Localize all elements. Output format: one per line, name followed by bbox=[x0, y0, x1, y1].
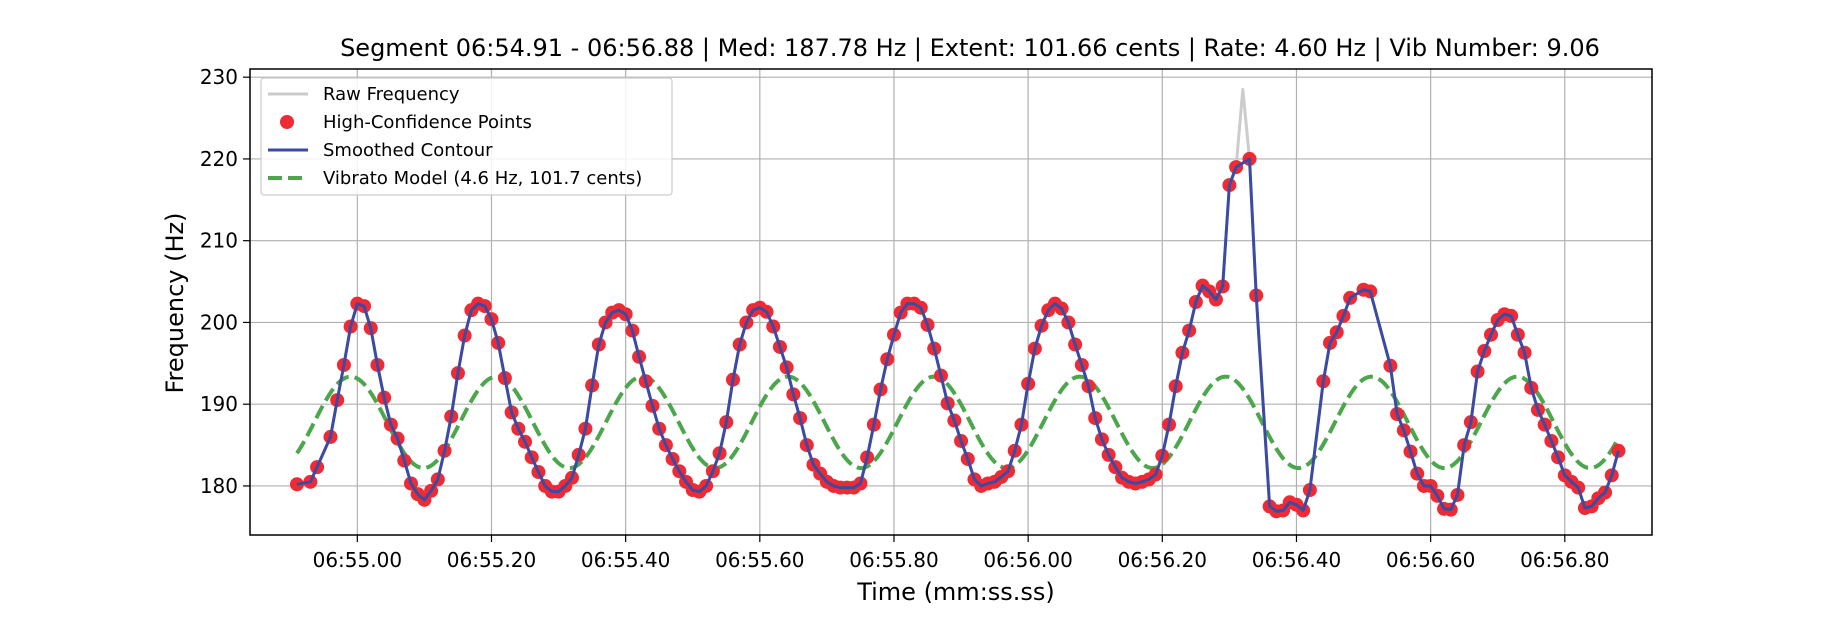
y-tick-label: 190 bbox=[200, 392, 238, 416]
x-axis-label: Time (mm:ss.ss) bbox=[856, 578, 1055, 606]
grid bbox=[250, 69, 1652, 535]
legend-label: Smoothed Contour bbox=[323, 140, 493, 161]
series-smoothed-contour bbox=[296, 157, 1620, 513]
x-tick-label: 06:56.60 bbox=[1386, 548, 1475, 572]
plot-frame bbox=[249, 68, 1653, 536]
x-tick-label: 06:55.80 bbox=[849, 548, 938, 572]
legend-vibrato-model: Vibrato Model (4.6 Hz, 101.7 cents) bbox=[268, 168, 642, 189]
chart-title: Segment 06:54.91 - 06:56.88 | Med: 187.7… bbox=[340, 34, 1600, 62]
y-tick-label: 220 bbox=[200, 147, 238, 171]
series-high-confidence-points bbox=[289, 151, 1626, 519]
legend-marker bbox=[280, 115, 294, 129]
legend-raw-frequency: Raw Frequency bbox=[268, 84, 460, 105]
legend-box bbox=[260, 77, 673, 196]
y-axis-label: Frequency (Hz) bbox=[161, 213, 189, 394]
x-tick-label: 06:55.20 bbox=[447, 548, 536, 572]
legend: Raw Frequency High-Confidence Points Smoot… bbox=[260, 77, 673, 196]
legend-label: High-Confidence Points bbox=[323, 112, 532, 133]
y-tick-label: 210 bbox=[200, 229, 238, 253]
series-vibrato-model bbox=[295, 374, 1619, 471]
y-tick-label: 180 bbox=[200, 474, 238, 498]
x-tick-label: 06:55.40 bbox=[581, 548, 670, 572]
y-tick-label: 230 bbox=[200, 65, 238, 89]
legend-label: Raw Frequency bbox=[323, 84, 460, 105]
x-tick-label: 06:56.20 bbox=[1118, 548, 1207, 572]
y-tick-label: 200 bbox=[200, 310, 238, 334]
x-tick-label: 06:56.80 bbox=[1520, 548, 1609, 572]
x-tick-label: 06:56.40 bbox=[1252, 548, 1341, 572]
x-tick-label: 06:56.00 bbox=[983, 548, 1072, 572]
legend-high-confidence-points: High-Confidence Points bbox=[280, 112, 532, 133]
x-tick-label: 06:55.60 bbox=[715, 548, 804, 572]
x-tick-label: 06:55.00 bbox=[313, 548, 402, 572]
plot-area bbox=[289, 87, 1626, 519]
axis-ticks: 06:55.00 06:55.20 06:55.40 06:55.60 06:55.80… bbox=[200, 65, 1610, 572]
legend-label: Vibrato Model (4.6 Hz, 101.7 cents) bbox=[323, 168, 642, 189]
legend-smoothed-contour: Smoothed Contour bbox=[268, 140, 493, 161]
